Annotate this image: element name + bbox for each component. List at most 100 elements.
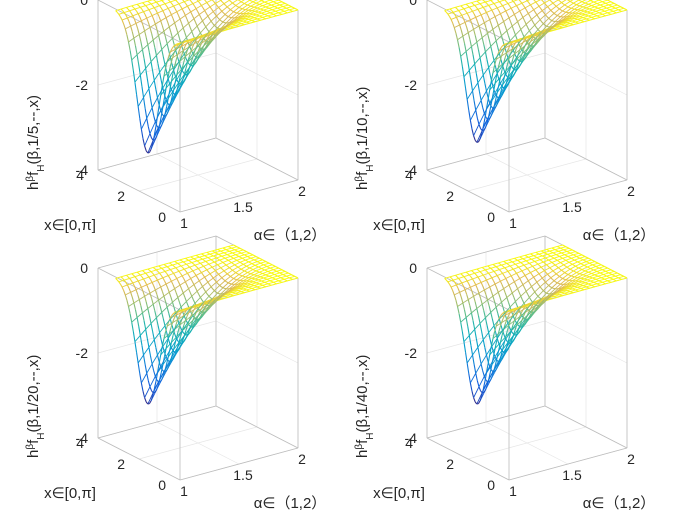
mesh-line [573, 12, 579, 17]
mesh-line [514, 49, 521, 55]
mesh-line [137, 106, 141, 119]
mesh-line [219, 257, 226, 261]
mesh-line [191, 14, 195, 19]
mesh-line [288, 272, 291, 275]
mesh-line [566, 12, 573, 17]
mesh-line [181, 70, 185, 74]
mesh-line [158, 283, 162, 288]
surface-mesh [115, 0, 299, 154]
mesh-line [474, 35, 478, 43]
mesh-line [236, 18, 243, 22]
mesh-line [212, 298, 219, 305]
mesh-line [190, 275, 197, 279]
mesh-line [463, 43, 467, 52]
mesh-line [229, 264, 235, 269]
mesh-line [170, 32, 174, 39]
mesh-line [600, 2, 606, 6]
mesh-line [157, 325, 161, 333]
mesh-line [540, 8, 543, 11]
mesh-line [125, 25, 131, 30]
mesh-line [159, 42, 163, 50]
mesh-line [507, 35, 511, 42]
mesh-line [173, 3, 180, 7]
mesh-line [232, 22, 239, 26]
mesh-line [460, 51, 467, 57]
mesh-line [181, 5, 188, 10]
mesh-line [264, 0, 271, 3]
mesh-line [514, 301, 518, 306]
mesh-line [223, 267, 230, 272]
plot-box [97, 0, 299, 213]
mesh-line [538, 5, 542, 9]
mesh-line [173, 273, 176, 277]
mesh-line [501, 30, 508, 37]
mesh-line [219, 9, 223, 12]
mesh-line [292, 277, 299, 280]
mesh-line [450, 19, 454, 24]
mesh-line [205, 259, 212, 262]
mesh-line [180, 273, 183, 277]
mesh-line [252, 0, 258, 3]
mesh-line [489, 275, 493, 279]
mesh-line [476, 21, 480, 27]
z-axis-label: hβfH(β,1/20,--,x) [25, 355, 47, 458]
mesh-line [176, 56, 180, 62]
mesh-line [188, 258, 195, 261]
mesh-line [217, 298, 224, 301]
mesh-line [235, 23, 242, 26]
mesh-line [143, 276, 150, 280]
mesh-line [137, 362, 141, 374]
mesh-line [200, 283, 204, 287]
mesh-line [138, 326, 141, 336]
mesh-line [499, 0, 505, 3]
y-tick-label: 4 [405, 167, 413, 183]
mesh-line [579, 2, 586, 7]
mesh-line [258, 9, 264, 13]
mesh-line [136, 94, 139, 107]
mesh-line [476, 130, 483, 143]
mesh-line [519, 10, 522, 15]
mesh-line [196, 290, 200, 295]
mesh-line [251, 261, 258, 265]
mesh-line [162, 338, 169, 347]
mesh-line [545, 9, 552, 16]
mesh-line [445, 11, 449, 15]
mesh-line [149, 292, 153, 299]
mesh-line [185, 3, 188, 7]
mesh-line [164, 326, 168, 333]
mesh-line [192, 308, 199, 316]
mesh-line [175, 312, 182, 316]
mesh-line [533, 276, 536, 280]
mesh-line [198, 280, 202, 284]
mesh-line [623, 275, 626, 278]
mesh-line [278, 278, 285, 282]
mesh-line [604, 265, 607, 268]
mesh-line [169, 277, 172, 282]
mesh-line [503, 78, 510, 89]
mesh-line [206, 250, 213, 253]
mesh-line [218, 3, 225, 8]
mesh-line [457, 20, 461, 26]
mesh-line [523, 35, 530, 39]
mesh-line [235, 268, 242, 273]
mesh-line [163, 333, 170, 340]
mesh-line [200, 33, 206, 37]
mesh-line [225, 262, 232, 266]
mesh-line [498, 46, 506, 54]
mesh-line [166, 98, 169, 107]
mesh-line [177, 49, 180, 55]
mesh-line [227, 278, 234, 284]
mesh-line [178, 3, 181, 7]
mesh-line [241, 289, 247, 292]
grid-line [426, 137, 628, 181]
mesh-line [172, 318, 179, 324]
mesh-line [152, 331, 155, 340]
mesh-line [294, 275, 297, 278]
mesh-line [500, 45, 503, 49]
mesh-line [275, 9, 281, 12]
mesh-line [271, 2, 277, 6]
mesh-line [529, 4, 533, 8]
mesh-line [502, 57, 509, 66]
mesh-line [576, 1, 583, 6]
mesh-line [161, 113, 168, 126]
